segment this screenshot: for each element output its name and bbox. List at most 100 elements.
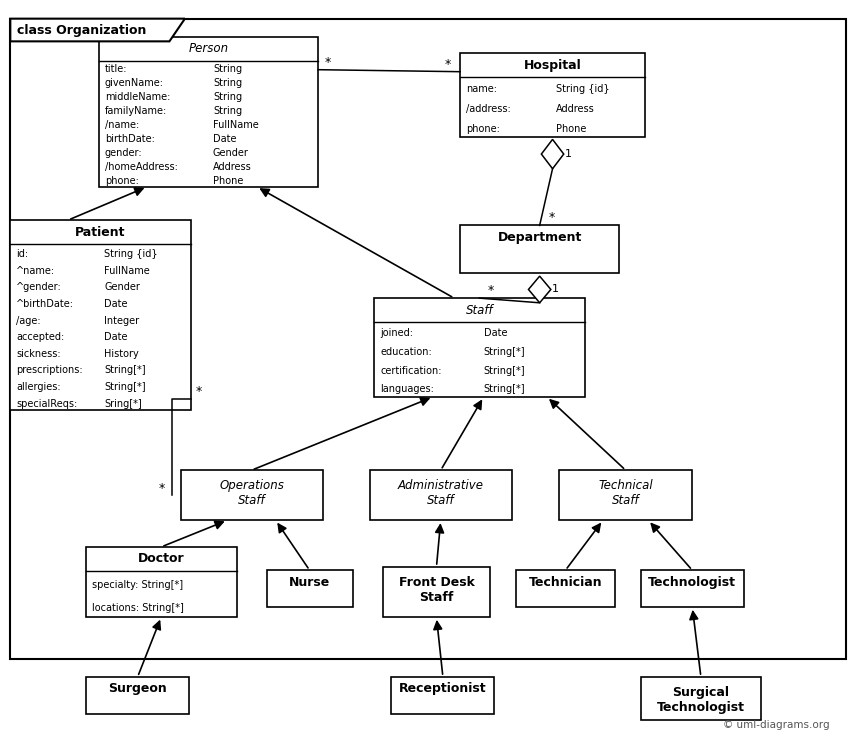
- Text: middleName:: middleName:: [105, 92, 170, 102]
- Text: *: *: [549, 211, 555, 224]
- Polygon shape: [542, 140, 564, 169]
- Text: *: *: [325, 56, 331, 69]
- Text: givenName:: givenName:: [105, 78, 164, 88]
- Text: Nurse: Nurse: [289, 576, 330, 589]
- Text: © uml-diagrams.org: © uml-diagrams.org: [723, 720, 830, 731]
- Text: /homeAddress:: /homeAddress:: [105, 162, 178, 172]
- Text: Receptionist: Receptionist: [399, 683, 487, 695]
- Bar: [391, 677, 494, 713]
- Text: gender:: gender:: [105, 148, 143, 158]
- Text: phone:: phone:: [466, 124, 500, 134]
- Text: String[*]: String[*]: [483, 385, 525, 394]
- Text: Phone: Phone: [556, 124, 587, 134]
- Bar: [516, 570, 615, 607]
- Text: Date: Date: [483, 329, 507, 338]
- Text: Gender: Gender: [104, 282, 140, 292]
- Text: id:: id:: [16, 249, 28, 259]
- Bar: [86, 677, 189, 713]
- Text: Technical
Staff: Technical Staff: [599, 479, 653, 507]
- Text: education:: education:: [380, 347, 432, 357]
- Text: Patient: Patient: [76, 226, 126, 238]
- Text: Integer: Integer: [104, 315, 139, 326]
- Text: Administrative
Staff: Administrative Staff: [397, 479, 483, 507]
- Text: *: *: [195, 385, 201, 397]
- Polygon shape: [528, 276, 551, 303]
- Text: Surgical
Technologist: Surgical Technologist: [657, 686, 745, 713]
- Bar: [99, 37, 318, 187]
- Text: String: String: [213, 78, 242, 88]
- Text: Technologist: Technologist: [648, 576, 736, 589]
- Text: String: String: [213, 64, 242, 74]
- Text: Sring[*]: Sring[*]: [104, 399, 142, 409]
- Bar: [10, 19, 846, 659]
- Text: ^name:: ^name:: [16, 266, 55, 276]
- Text: *: *: [488, 284, 494, 297]
- Bar: [86, 547, 237, 617]
- Bar: [181, 470, 322, 520]
- Text: Date: Date: [104, 332, 128, 342]
- Text: languages:: languages:: [380, 385, 434, 394]
- Text: Date: Date: [213, 134, 237, 144]
- Text: String: String: [213, 92, 242, 102]
- Bar: [460, 53, 645, 137]
- Text: ^gender:: ^gender:: [16, 282, 62, 292]
- Text: locations: String[*]: locations: String[*]: [92, 603, 184, 613]
- Text: Operations
Staff: Operations Staff: [219, 479, 284, 507]
- Text: 1: 1: [564, 149, 572, 159]
- Text: String[*]: String[*]: [483, 347, 525, 357]
- Text: allergies:: allergies:: [16, 382, 61, 392]
- Text: Gender: Gender: [213, 148, 249, 158]
- Text: 1: 1: [552, 284, 559, 294]
- Text: Technician: Technician: [529, 576, 602, 589]
- Text: /age:: /age:: [16, 315, 41, 326]
- Text: FullName: FullName: [213, 120, 259, 130]
- Text: ^birthDate:: ^birthDate:: [16, 299, 74, 309]
- Text: familyName:: familyName:: [105, 106, 167, 116]
- Text: String[*]: String[*]: [483, 366, 525, 376]
- Text: Phone: Phone: [213, 176, 243, 186]
- Text: Address: Address: [213, 162, 252, 172]
- Bar: [10, 220, 191, 410]
- Text: String {id}: String {id}: [556, 84, 610, 94]
- Bar: [383, 567, 490, 617]
- Text: joined:: joined:: [380, 329, 413, 338]
- Text: Doctor: Doctor: [138, 553, 185, 565]
- Text: Staff: Staff: [465, 303, 494, 317]
- Text: *: *: [445, 58, 451, 72]
- Text: name:: name:: [466, 84, 497, 94]
- Text: prescriptions:: prescriptions:: [16, 365, 83, 375]
- Text: birthDate:: birthDate:: [105, 134, 155, 144]
- Text: specialty: String[*]: specialty: String[*]: [92, 580, 183, 589]
- Text: String[*]: String[*]: [104, 365, 146, 375]
- Text: String: String: [213, 106, 242, 116]
- Text: Surgeon: Surgeon: [108, 683, 167, 695]
- Text: *: *: [159, 482, 165, 495]
- Text: Date: Date: [104, 299, 128, 309]
- Text: Department: Department: [497, 231, 582, 244]
- Text: FullName: FullName: [104, 266, 150, 276]
- Text: sickness:: sickness:: [16, 349, 61, 359]
- Text: certification:: certification:: [380, 366, 442, 376]
- Text: Front Desk
Staff: Front Desk Staff: [398, 576, 475, 604]
- Polygon shape: [10, 19, 185, 41]
- Bar: [267, 570, 353, 607]
- Bar: [641, 677, 761, 720]
- Text: phone:: phone:: [105, 176, 138, 186]
- Text: Address: Address: [556, 104, 595, 114]
- Text: /name:: /name:: [105, 120, 139, 130]
- Text: String {id}: String {id}: [104, 249, 158, 259]
- Bar: [374, 298, 585, 397]
- Text: class Organization: class Organization: [17, 23, 146, 37]
- Text: specialReqs:: specialReqs:: [16, 399, 77, 409]
- Text: /address:: /address:: [466, 104, 511, 114]
- Text: String[*]: String[*]: [104, 382, 146, 392]
- Text: title:: title:: [105, 64, 127, 74]
- Text: Person: Person: [188, 42, 229, 55]
- Text: Hospital: Hospital: [524, 59, 581, 72]
- Bar: [460, 226, 619, 273]
- Text: History: History: [104, 349, 139, 359]
- Bar: [559, 470, 692, 520]
- Bar: [370, 470, 512, 520]
- Bar: [641, 570, 744, 607]
- Text: accepted:: accepted:: [16, 332, 64, 342]
